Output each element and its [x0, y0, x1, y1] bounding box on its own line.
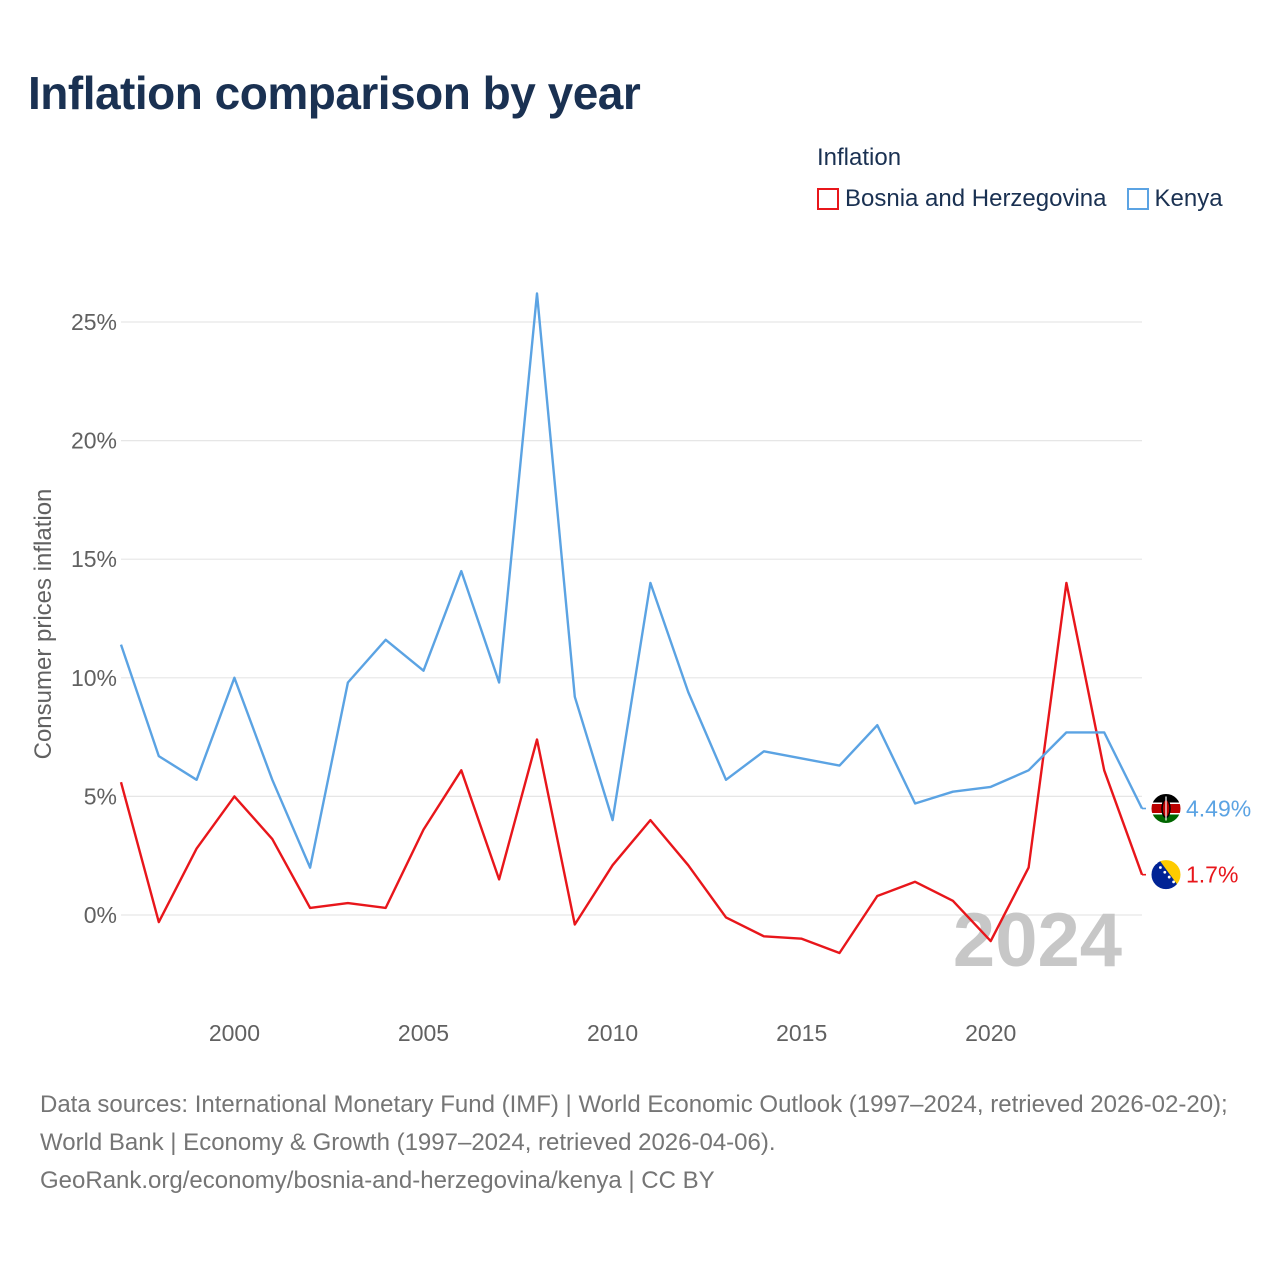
x-axis-ticks: 2000 2005 2010 2015 2020 — [209, 1020, 1016, 1046]
y-tick-label: 20% — [71, 428, 117, 454]
legend-swatch-bosnia — [817, 188, 839, 210]
legend-item-bosnia[interactable]: Bosnia and Herzegovina — [817, 185, 1107, 213]
x-tick-label: 2020 — [965, 1020, 1016, 1046]
legend: Bosnia and Herzegovina Kenya — [817, 185, 1223, 213]
x-tick-label: 2000 — [209, 1020, 260, 1046]
legend-title: Inflation — [817, 144, 902, 171]
series-line-kenya[interactable] — [119, 292, 1144, 869]
end-value-label-kenya: 4.49% — [1186, 795, 1251, 821]
y-tick-label: 10% — [71, 665, 117, 691]
end-value-label-bosnia: 1.7% — [1186, 862, 1238, 888]
series-line-bosnia[interactable] — [119, 581, 1144, 955]
legend-swatch-kenya — [1126, 188, 1149, 210]
year-watermark: 2024 — [953, 898, 1122, 983]
series-lines — [119, 292, 1144, 955]
y-tick-label: 15% — [71, 546, 117, 572]
x-tick-label: 2005 — [398, 1020, 449, 1046]
chart-title: Inflation comparison by year — [28, 67, 641, 119]
data-sources-footer: Data sources: International Monetary Fun… — [40, 1086, 1250, 1200]
footer-sources: Data sources: International Monetary Fun… — [40, 1091, 1228, 1156]
x-tick-label: 2015 — [776, 1020, 827, 1046]
legend-label-kenya: Kenya — [1154, 185, 1223, 212]
y-axis-label: Consumer prices inflation — [30, 489, 57, 760]
flag-icon-kenya — [1150, 792, 1182, 824]
legend-label-bosnia: Bosnia and Herzegovina — [845, 185, 1107, 212]
y-tick-label: 25% — [71, 309, 117, 335]
inflation-line-chart: 2024 0%5%10%15%20%25% 2000 2005 2010 2015 20… — [30, 292, 1251, 1046]
y-tick-label: 5% — [84, 783, 117, 809]
y-axis-ticks: 0% 5% 10% 15% 20% 25% — [71, 309, 117, 928]
flag-icon-bosnia — [1150, 859, 1182, 891]
y-tick-label: 0% — [84, 902, 117, 928]
footer-link[interactable]: GeoRank.org/economy/bosnia-and-herzegovi… — [40, 1167, 715, 1194]
grid-lines — [121, 321, 1142, 916]
series-end-markers: 1.7% 4.49% — [1142, 792, 1251, 891]
legend-item-kenya[interactable]: Kenya — [1126, 185, 1223, 213]
x-tick-label: 2010 — [587, 1020, 638, 1046]
